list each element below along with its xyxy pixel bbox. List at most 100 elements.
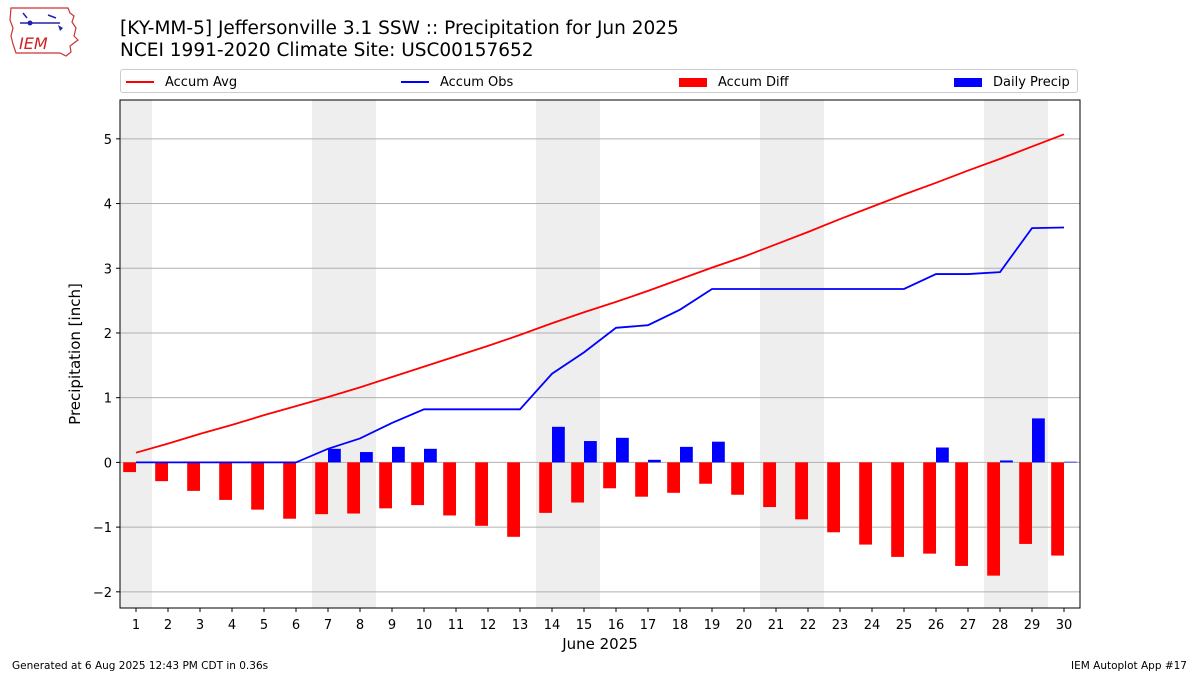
- bar-daily-precip: [328, 448, 341, 463]
- y-tick-label: −1: [93, 521, 112, 536]
- y-axis-label: Precipitation [inch]: [66, 283, 84, 425]
- y-tick-label: 2: [104, 327, 112, 342]
- bar-accum-diff: [827, 462, 840, 533]
- bar-accum-diff: [923, 462, 936, 554]
- legend-label-accum-avg: Accum Avg: [165, 74, 238, 90]
- x-tick-label: 3: [196, 618, 204, 633]
- y-tick-label: 5: [104, 133, 112, 148]
- bar-daily-precip: [648, 459, 661, 463]
- legend-swatch-accum-obs: [401, 81, 429, 83]
- x-tick-label: 15: [576, 618, 593, 633]
- bar-accum-diff: [603, 462, 616, 489]
- legend-label-daily-precip: Daily Precip: [993, 74, 1070, 90]
- x-tick-label: 18: [672, 618, 689, 633]
- bar-accum-diff: [411, 462, 424, 506]
- x-tick-label: 28: [992, 618, 1009, 633]
- iem-logo-text: IEM: [19, 34, 48, 53]
- x-tick-label: 22: [800, 618, 817, 633]
- bar-daily-precip: [680, 446, 693, 463]
- x-tick-label: 10: [416, 618, 433, 633]
- footer-app: IEM Autoplot App #17: [1071, 660, 1187, 672]
- iem-logo: IEM: [9, 7, 79, 57]
- x-tick-label: 4: [228, 618, 236, 633]
- bar-accum-diff: [731, 462, 744, 495]
- weekend-shade: [536, 100, 568, 608]
- bar-daily-precip: [360, 452, 373, 463]
- x-tick-label: 9: [388, 618, 396, 633]
- legend: Accum Avg Accum Obs Accum Diff Daily Pre…: [120, 69, 1078, 93]
- chart-title: [KY-MM-5] Jeffersonville 3.1 SSW :: Prec…: [120, 18, 679, 62]
- x-tick-label: 27: [960, 618, 977, 633]
- legend-swatch-daily-precip: [954, 77, 982, 87]
- bar-daily-precip: [936, 447, 949, 463]
- bar-accum-diff: [987, 462, 1000, 576]
- bar-daily-precip: [584, 441, 597, 463]
- legend-label-accum-diff: Accum Diff: [718, 74, 789, 90]
- bar-daily-precip: [552, 426, 565, 463]
- bar-accum-diff: [1051, 462, 1064, 556]
- x-tick-label: 2: [164, 618, 172, 633]
- chart-title-line2: NCEI 1991-2020 Climate Site: USC00157652: [120, 40, 534, 61]
- y-tick-label: 0: [104, 456, 112, 471]
- legend-item-accum-avg: Accum Avg: [126, 73, 237, 91]
- bar-accum-diff: [539, 462, 552, 513]
- legend-swatch-accum-avg: [126, 81, 154, 83]
- bar-accum-diff: [123, 462, 136, 473]
- bar-accum-diff: [347, 462, 360, 514]
- x-tick-label: 23: [832, 618, 849, 633]
- weekend-shade: [312, 100, 344, 608]
- bar-accum-diff: [795, 462, 808, 520]
- bar-accum-diff: [891, 462, 904, 557]
- x-tick-label: 21: [768, 618, 785, 633]
- bar-accum-diff: [315, 462, 328, 515]
- bar-accum-diff: [635, 462, 648, 497]
- x-tick-label: 14: [544, 618, 561, 633]
- x-tick-label: 24: [864, 618, 881, 633]
- line-accum-obs: [136, 226, 1065, 464]
- y-tick-label: 4: [104, 198, 112, 213]
- x-tick-label: 20: [736, 618, 753, 633]
- x-tick-label: 26: [928, 618, 945, 633]
- y-tick-label: −2: [93, 586, 112, 601]
- weekend-shade: [792, 100, 824, 608]
- x-tick-label: 12: [480, 618, 497, 633]
- legend-label-accum-obs: Accum Obs: [440, 74, 514, 90]
- legend-item-accum-diff: Accum Diff: [679, 73, 789, 91]
- bar-accum-diff: [155, 462, 168, 482]
- x-tick-label: 5: [260, 618, 268, 633]
- x-tick-label: 7: [324, 618, 332, 633]
- bar-daily-precip: [1032, 418, 1045, 463]
- bar-accum-diff: [667, 462, 680, 493]
- weekend-shade: [120, 100, 152, 608]
- bar-daily-precip: [616, 437, 629, 463]
- y-tick-label: 1: [104, 392, 112, 407]
- x-axis-label: June 2025: [561, 635, 638, 653]
- bar-accum-diff: [763, 462, 776, 508]
- bar-daily-precip: [712, 441, 725, 463]
- x-tick-label: 6: [292, 618, 300, 633]
- bar-accum-diff: [379, 462, 392, 509]
- bar-accum-diff: [507, 462, 520, 537]
- x-tick-label: 29: [1024, 618, 1041, 633]
- x-tick-label: 19: [704, 618, 721, 633]
- x-tick-label: 11: [448, 618, 465, 633]
- bar-daily-precip: [392, 446, 405, 463]
- weekend-shade: [568, 100, 600, 608]
- bar-daily-precip: [424, 448, 437, 463]
- y-tick-label: 3: [104, 262, 112, 277]
- bar-daily-precip: [1064, 461, 1077, 463]
- x-tick-label: 30: [1056, 618, 1073, 633]
- x-tick-label: 16: [608, 618, 625, 633]
- legend-item-daily-precip: Daily Precip: [954, 73, 1070, 91]
- x-tick-label: 1: [132, 618, 140, 633]
- bar-accum-diff: [475, 462, 488, 526]
- bar-accum-diff: [283, 462, 296, 519]
- bar-accum-diff: [699, 462, 712, 484]
- bar-daily-precip: [1000, 460, 1013, 463]
- bar-accum-diff: [1019, 462, 1032, 544]
- plot-frame: [119, 99, 1081, 609]
- bar-accum-diff: [443, 462, 456, 516]
- bar-accum-diff: [955, 462, 968, 566]
- weekend-shade: [760, 100, 792, 608]
